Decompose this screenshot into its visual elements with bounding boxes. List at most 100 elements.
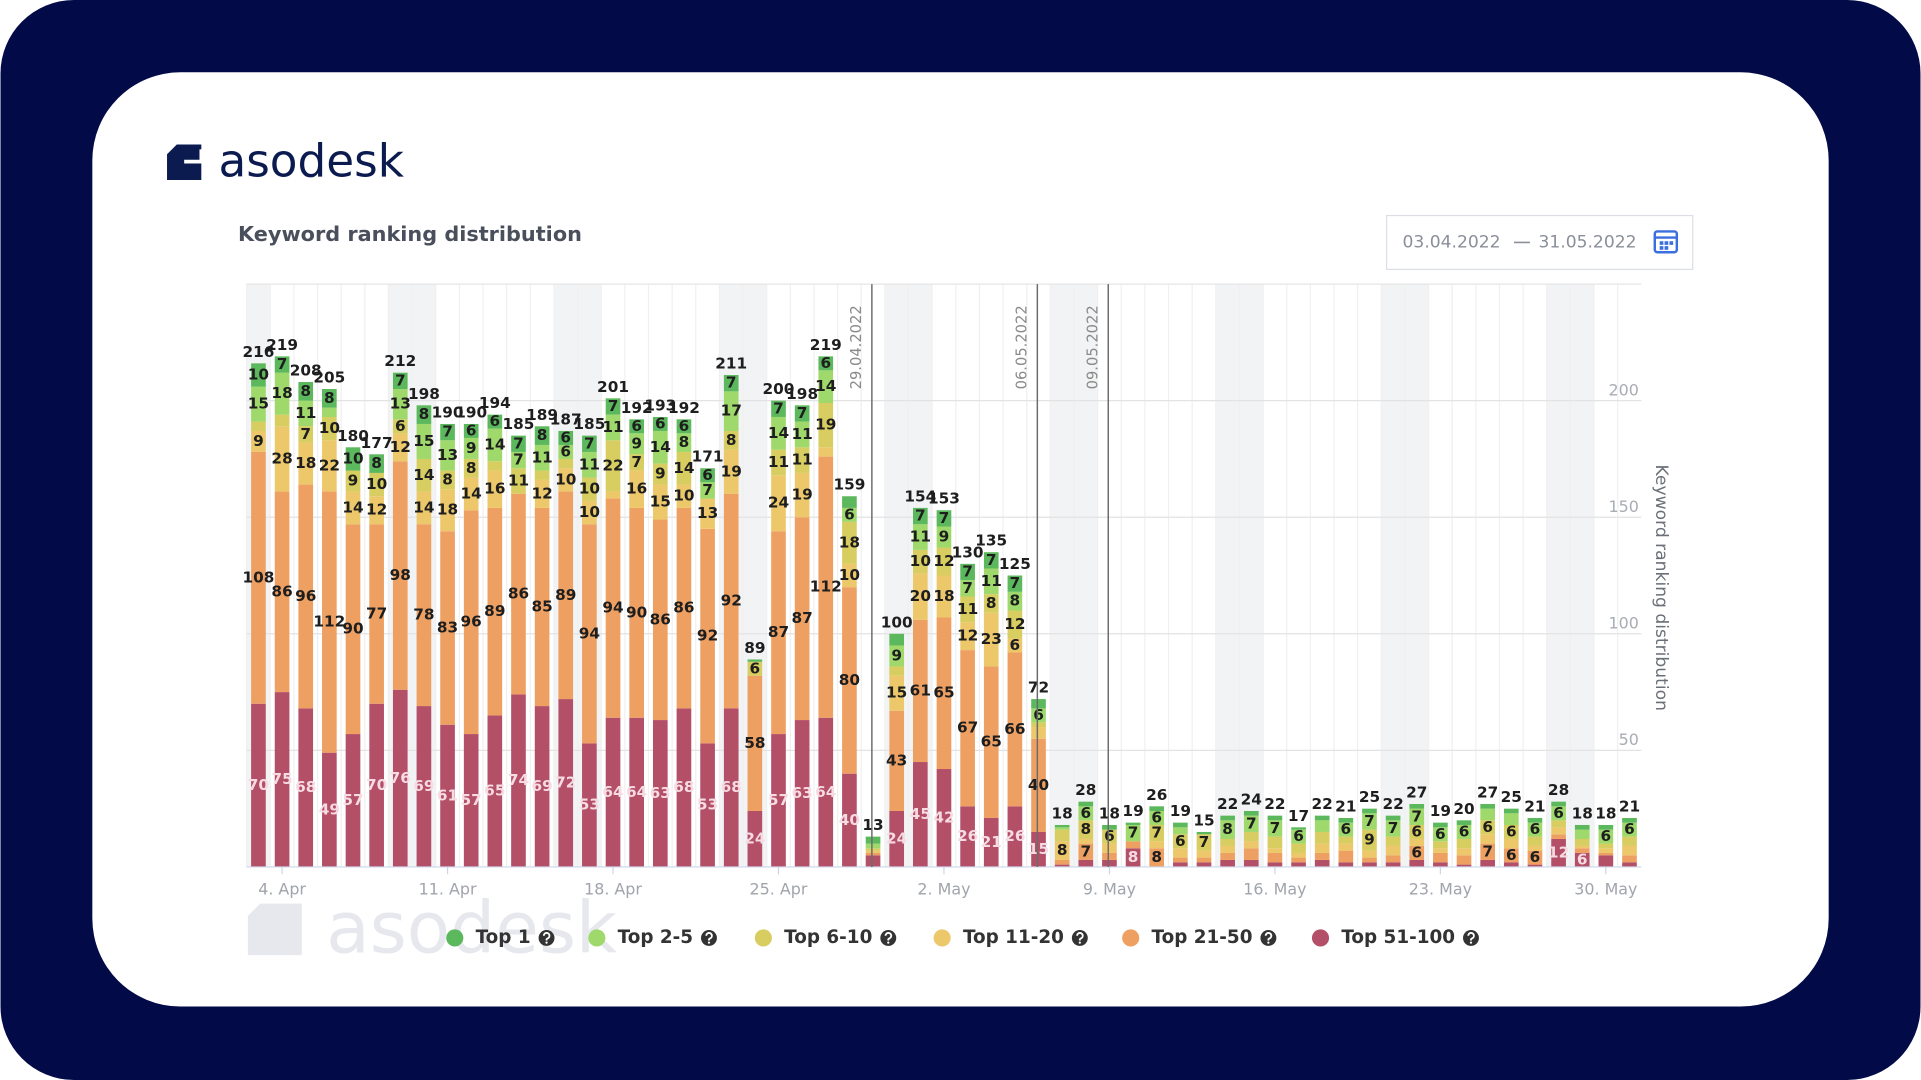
bar-segment (298, 426, 314, 443)
help-icon[interactable] (538, 930, 555, 946)
bar-segment (1149, 824, 1165, 842)
segment-label: 65 (981, 733, 1002, 751)
bar-segment (1196, 857, 1212, 863)
bar-segment (1574, 829, 1590, 839)
segment-label: 8 (1080, 820, 1091, 838)
total-label: 198 (408, 385, 440, 403)
help-icon[interactable] (1071, 930, 1088, 946)
bar-segment (322, 752, 337, 867)
bar-segment (960, 580, 975, 597)
segment-label: 12 (933, 552, 954, 570)
segment-label: 11 (602, 418, 623, 436)
bar-segment (842, 563, 857, 588)
bar-segment (298, 484, 314, 709)
bar-segment (1480, 834, 1495, 844)
bar-segment (1480, 843, 1495, 860)
segment-label: 11 (531, 448, 552, 466)
bar-segment (1220, 820, 1235, 839)
legend-item[interactable]: Top 21-50 (1122, 927, 1277, 948)
bar-segment (676, 433, 692, 452)
x-tick-label: 4. Apr (258, 880, 306, 899)
legend-item[interactable]: Top 1 (446, 927, 555, 948)
help-icon[interactable] (1260, 930, 1277, 946)
bar-segment (747, 661, 763, 676)
bar-segment (676, 484, 692, 508)
segment-label: 58 (744, 734, 765, 752)
segment-label: 74 (508, 771, 529, 789)
watermark-text: asodesk (326, 887, 617, 970)
help-icon[interactable] (880, 930, 897, 946)
bar-segment (1385, 855, 1401, 863)
segment-label: 8 (1057, 841, 1068, 859)
bar-segment (1574, 845, 1590, 849)
bar-segment (298, 442, 314, 485)
segment-label: 67 (957, 719, 978, 737)
bar-segment (983, 612, 999, 667)
legend-item[interactable]: Top 51-100 (1311, 927, 1479, 948)
segment-label: 64 (626, 783, 647, 801)
bar-segment (274, 491, 290, 693)
segment-label: 57 (461, 791, 482, 809)
bar-segment (605, 414, 621, 441)
calendar-icon[interactable] (1653, 230, 1679, 254)
segment-label: 9 (466, 439, 477, 457)
segment-label: 19 (815, 416, 836, 434)
segment-label: 66 (1004, 720, 1025, 738)
bar-segment (1362, 808, 1377, 814)
weekend-band (1404, 284, 1429, 867)
bar-segment (723, 708, 739, 867)
bar-segment (1622, 822, 1637, 837)
segment-label: 6 (1553, 804, 1564, 822)
bar-segment (1598, 843, 1614, 849)
bar-segment (487, 414, 503, 429)
segment-label: 12 (390, 438, 411, 456)
help-icon[interactable] (1463, 930, 1479, 946)
help-icon[interactable] (701, 930, 717, 946)
bar-segment (463, 423, 479, 438)
segment-label: 6 (1530, 848, 1541, 866)
legend-item[interactable]: Top 11-20 (933, 927, 1088, 948)
date-picker[interactable]: 03.04.2022 31.05.2022 (1386, 214, 1694, 270)
bar-segment (936, 547, 952, 576)
bar-segment (1220, 859, 1235, 867)
bar-segment (629, 419, 644, 434)
bar-segment (345, 470, 361, 492)
segment-label: 7 (1199, 833, 1210, 851)
bar-segment (1551, 834, 1566, 839)
segment-label: 6 (1577, 850, 1588, 868)
total-label: 201 (597, 378, 629, 396)
segment-label: 43 (886, 751, 907, 769)
bar-segment (440, 724, 455, 867)
total-label: 24 (1241, 790, 1262, 808)
segment-label: 89 (555, 586, 576, 604)
bar-segment (440, 440, 455, 471)
bar-segment (558, 468, 574, 492)
bar-segment (1125, 841, 1141, 849)
segment-label: 7 (939, 509, 950, 527)
bar-segment (652, 463, 668, 485)
bar-segment (1527, 822, 1543, 837)
segment-label: 26 (957, 827, 978, 845)
bar-segment (322, 388, 337, 408)
bar-segment (1622, 862, 1637, 867)
segment-label: 7 (1128, 824, 1139, 842)
bar-segment (1173, 822, 1188, 828)
segment-label: 76 (390, 769, 411, 787)
segment-label: 70 (366, 776, 387, 794)
legend-item[interactable]: Top 6-10 (754, 927, 897, 948)
bar-segment (1196, 831, 1212, 835)
segment-label: 6 (1104, 827, 1115, 845)
bar-segment (1503, 862, 1519, 867)
segment-label: 94 (579, 624, 600, 642)
segment-label: 86 (508, 585, 529, 603)
bar-segment (251, 363, 266, 387)
bar-segment (369, 703, 384, 867)
bar-segment (1007, 610, 1023, 639)
segment-label: 10 (342, 449, 363, 467)
weekend-band (1381, 284, 1405, 867)
segment-label: 24 (744, 829, 765, 847)
date-picker-box[interactable] (1386, 214, 1694, 270)
bar-segment (1267, 862, 1283, 867)
bar-segment (818, 356, 834, 371)
legend-item[interactable]: Top 2-5 (588, 927, 717, 948)
